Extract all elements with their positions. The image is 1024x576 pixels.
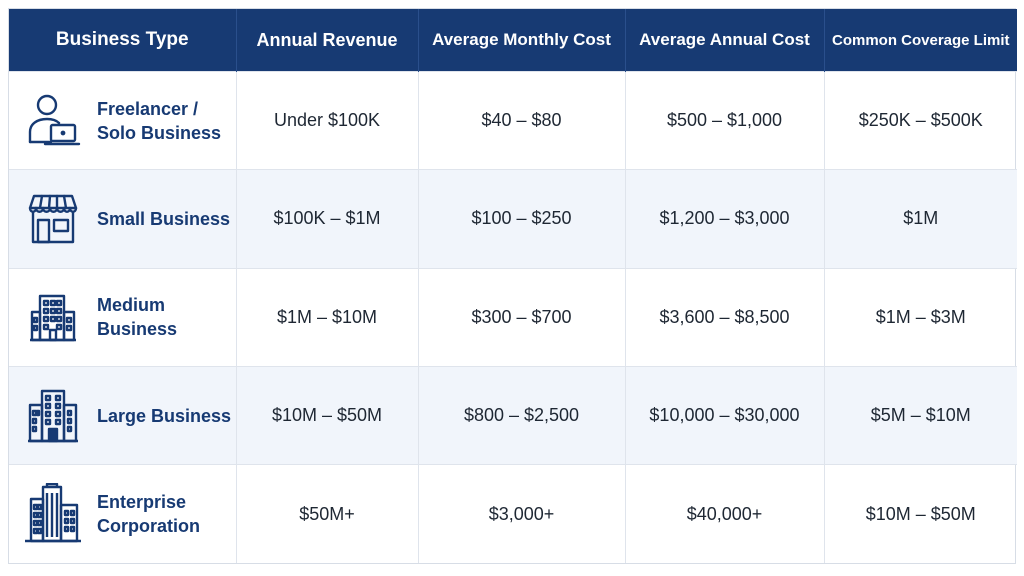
large-building-icon [23, 386, 83, 446]
coverage-limit-cell: $10M – $50M [824, 464, 1017, 563]
annual-revenue-cell: Under $100K [236, 70, 419, 170]
freelancer-laptop-icon [23, 91, 83, 151]
skyscraper-icon [23, 483, 83, 544]
table-header: Business Type Annual Revenue Average Mon… [9, 9, 1017, 72]
average-annual-cost-cell: $500 – $1,000 [625, 70, 825, 170]
annual-revenue-cell: $100K – $1M [236, 169, 419, 269]
average-monthly-cost-cell: $800 – $2,500 [418, 365, 626, 465]
business-type-label: Large Business [97, 405, 232, 426]
coverage-limit-cell: $250K – $500K [824, 70, 1017, 170]
business-type-label: Enterprise Corporation [97, 492, 200, 537]
business-type-cell: Large Business [9, 365, 237, 465]
coverage-limit-cell: $5M – $10M [824, 365, 1017, 465]
average-annual-cost-cell: $3,600 – $8,500 [625, 267, 825, 367]
annual-revenue-cell: $50M+ [236, 464, 419, 563]
average-monthly-cost-cell: $100 – $250 [418, 169, 626, 269]
average-annual-cost-cell: $1,200 – $3,000 [625, 169, 825, 269]
average-monthly-cost-cell: $3,000+ [418, 464, 626, 563]
business-type-label: Freelancer / Solo Business [97, 98, 222, 143]
header-average-annual-cost: Average Annual Cost [625, 9, 825, 72]
office-building-icon [23, 287, 83, 347]
header-common-coverage-limit: Common Coverage Limit [824, 9, 1017, 72]
table-row: Large Business $10M – $50M $800 – $2,500… [9, 365, 1017, 465]
annual-revenue-cell: $10M – $50M [236, 365, 419, 465]
cost-comparison-table: Business Type Annual Revenue Average Mon… [9, 9, 1017, 563]
business-type-label: Medium Business [97, 295, 178, 340]
coverage-limit-cell: $1M [824, 169, 1017, 269]
coverage-limit-cell: $1M – $3M [824, 267, 1017, 367]
business-type-cell: Enterprise Corporation [9, 464, 237, 563]
table-body: Freelancer / Solo Business Under $100K $… [9, 70, 1017, 563]
business-type-label: Small Business [97, 208, 231, 229]
average-annual-cost-cell: $10,000 – $30,000 [625, 365, 825, 465]
average-monthly-cost-cell: $300 – $700 [418, 267, 626, 367]
annual-revenue-cell: $1M – $10M [236, 267, 419, 367]
average-monthly-cost-cell: $40 – $80 [418, 70, 626, 170]
header-business-type: Business Type [9, 9, 237, 72]
header-row: Business Type Annual Revenue Average Mon… [9, 9, 1017, 72]
table-row: Enterprise Corporation $50M+ $3,000+ $40… [9, 464, 1017, 563]
table-row: Small Business $100K – $1M $100 – $250 $… [9, 169, 1017, 269]
business-type-cell: Small Business [9, 169, 237, 269]
business-type-cell: Freelancer / Solo Business [9, 70, 237, 170]
header-average-monthly-cost: Average Monthly Cost [418, 9, 626, 72]
table-row: Freelancer / Solo Business Under $100K $… [9, 70, 1017, 170]
table-row: Medium Business $1M – $10M $300 – $700 $… [9, 267, 1017, 367]
header-annual-revenue: Annual Revenue [236, 9, 419, 72]
average-annual-cost-cell: $40,000+ [625, 464, 825, 563]
business-type-cell: Medium Business [9, 267, 237, 367]
cost-comparison-table-container: Business Type Annual Revenue Average Mon… [8, 8, 1017, 564]
storefront-icon [23, 189, 83, 249]
